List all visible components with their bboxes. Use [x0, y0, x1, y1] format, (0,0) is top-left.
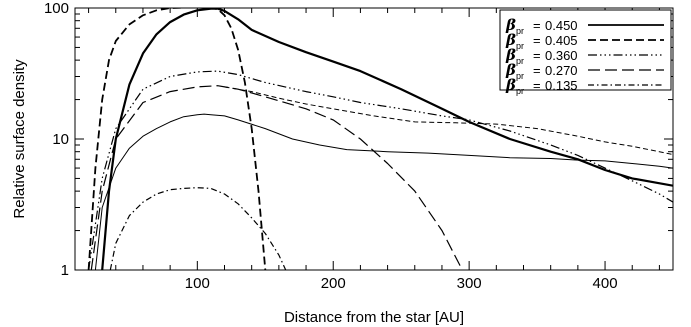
- legend-symbol: β: [505, 31, 516, 49]
- legend-frame: [499, 9, 672, 91]
- x-tick-label: 400: [593, 275, 618, 292]
- legend-symbol: β: [505, 46, 516, 64]
- legend-symbol: β: [505, 76, 516, 94]
- legend-equals: =: [533, 18, 541, 33]
- legend-value: 0.270: [545, 63, 578, 78]
- series-line-1: [87, 8, 267, 270]
- y-tick-label: 10: [52, 131, 69, 148]
- legend-symbol: β: [505, 61, 516, 79]
- series-line-0: [101, 8, 673, 270]
- legend-equals: =: [533, 78, 541, 93]
- x-axis-title: Distance from the star [AU]: [284, 309, 464, 326]
- series-curves: [87, 8, 673, 270]
- series-line-5: [94, 113, 673, 270]
- legend-subscript: pr: [516, 56, 524, 66]
- legend-value: 0.135: [545, 78, 578, 93]
- legend-equals: =: [533, 33, 541, 48]
- series-line-6: [224, 86, 673, 156]
- legend-value: 0.405: [545, 33, 578, 48]
- y-axis-title: Relative surface density: [11, 59, 28, 219]
- legend-symbol: β: [505, 16, 516, 34]
- series-line-3: [90, 85, 463, 270]
- x-tick-label: 100: [185, 275, 210, 292]
- legend-subscript: pr: [516, 71, 524, 81]
- axis-ticks: 100 200 300 400 1 10 100: [44, 0, 673, 292]
- legend-value: 0.360: [545, 48, 578, 63]
- x-tick-label: 200: [321, 275, 346, 292]
- y-tick-label: 1: [61, 262, 69, 279]
- x-tick-label: 300: [457, 275, 482, 292]
- legend-equals: =: [533, 63, 541, 78]
- legend-subscript: pr: [516, 26, 524, 36]
- legend-value: 0.450: [545, 18, 578, 33]
- legend-equals: =: [533, 48, 541, 63]
- legend-subscript: pr: [516, 86, 524, 96]
- y-tick-label: 100: [44, 0, 69, 17]
- series-line-2: [88, 70, 673, 270]
- legend-subscript: pr: [516, 41, 524, 51]
